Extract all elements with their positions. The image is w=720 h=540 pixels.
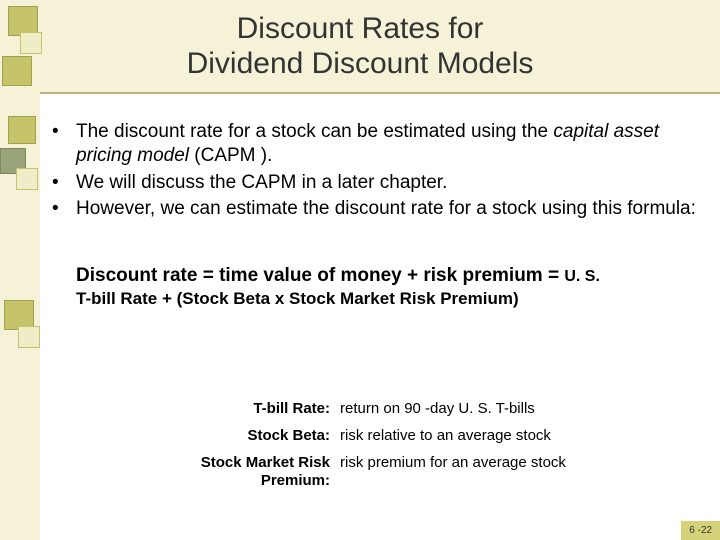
formula-line-1: Discount rate = time value of money + ri…	[76, 265, 690, 287]
slide: Discount Rates for Dividend Discount Mod…	[0, 0, 720, 540]
title-line-2: Dividend Discount Models	[187, 47, 534, 80]
definitions-list: T-bill Rate: return on 90 -day U. S. T-b…	[60, 400, 700, 500]
bullet-text: The discount rate for a stock can be est…	[76, 120, 700, 169]
definition-row: Stock Beta: risk relative to an average …	[60, 427, 700, 444]
definition-term-line1: Stock Market Risk	[201, 454, 330, 471]
title-band: Discount Rates for Dividend Discount Mod…	[0, 0, 720, 92]
bullet-text: We will discuss the CAPM in a later chap…	[76, 171, 700, 195]
page-number-badge: 6 -22	[681, 521, 720, 540]
left-decor-band	[0, 0, 40, 540]
bullet-text: However, we can estimate the discount ra…	[76, 197, 700, 221]
definition-desc: risk premium for an average stock	[340, 454, 700, 490]
definition-term-line2: Premium:	[261, 472, 330, 489]
definition-term: T-bill Rate:	[60, 400, 340, 417]
title-underline	[40, 92, 720, 94]
bullet-tail: (CAPM ).	[189, 145, 272, 166]
bullet-item: • However, we can estimate the discount …	[48, 197, 700, 221]
decor-square	[8, 116, 36, 144]
definition-desc: return on 90 -day U. S. T-bills	[340, 400, 700, 417]
decor-square	[2, 56, 32, 86]
formula-us: U. S.	[564, 268, 600, 285]
formula-block: Discount rate = time value of money + ri…	[76, 265, 690, 309]
bullet-list: • The discount rate for a stock can be e…	[48, 120, 700, 221]
definition-desc: risk relative to an average stock	[340, 427, 700, 444]
decor-square	[18, 326, 40, 348]
title-line-1: Discount Rates for	[237, 12, 484, 45]
bullet-item: • The discount rate for a stock can be e…	[48, 120, 700, 169]
bullet-text-span: The discount rate for a stock can be est…	[76, 121, 553, 142]
decor-square	[20, 32, 42, 54]
bullet-dot-icon: •	[48, 197, 76, 221]
formula-main: Discount rate = time value of money + ri…	[76, 265, 564, 286]
slide-title: Discount Rates for Dividend Discount Mod…	[187, 11, 534, 82]
bullet-dot-icon: •	[48, 171, 76, 195]
definition-term: Stock Beta:	[60, 427, 340, 444]
decor-square	[16, 168, 38, 190]
definition-row: T-bill Rate: return on 90 -day U. S. T-b…	[60, 400, 700, 417]
bullet-dot-icon: •	[48, 120, 76, 169]
slide-body: • The discount rate for a stock can be e…	[48, 120, 700, 309]
formula-line-2: T-bill Rate + (Stock Beta x Stock Market…	[76, 289, 690, 309]
bullet-item: • We will discuss the CAPM in a later ch…	[48, 171, 700, 195]
definition-term: Stock Market Risk Premium:	[60, 454, 340, 490]
definition-row: Stock Market Risk Premium: risk premium …	[60, 454, 700, 490]
